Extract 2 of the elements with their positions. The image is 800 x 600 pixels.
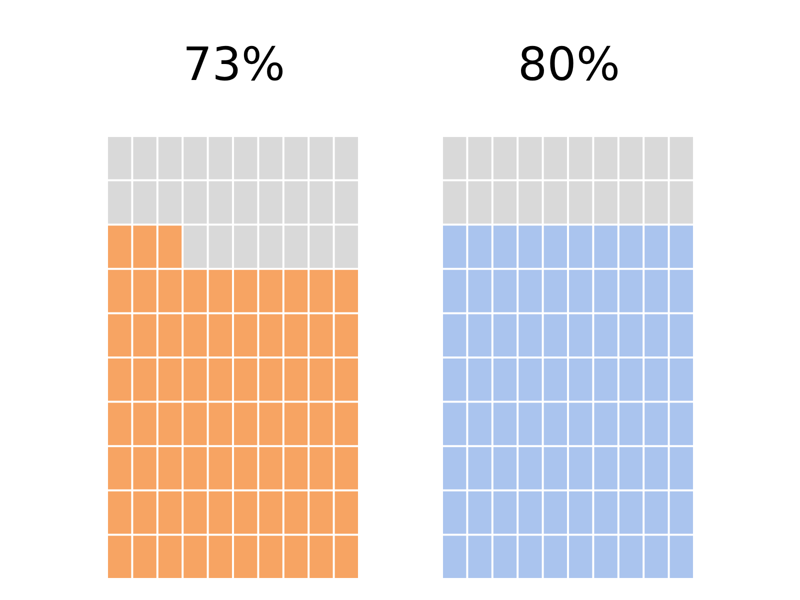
data-label: 73% xyxy=(182,37,286,91)
data-label: 80% xyxy=(518,37,620,91)
